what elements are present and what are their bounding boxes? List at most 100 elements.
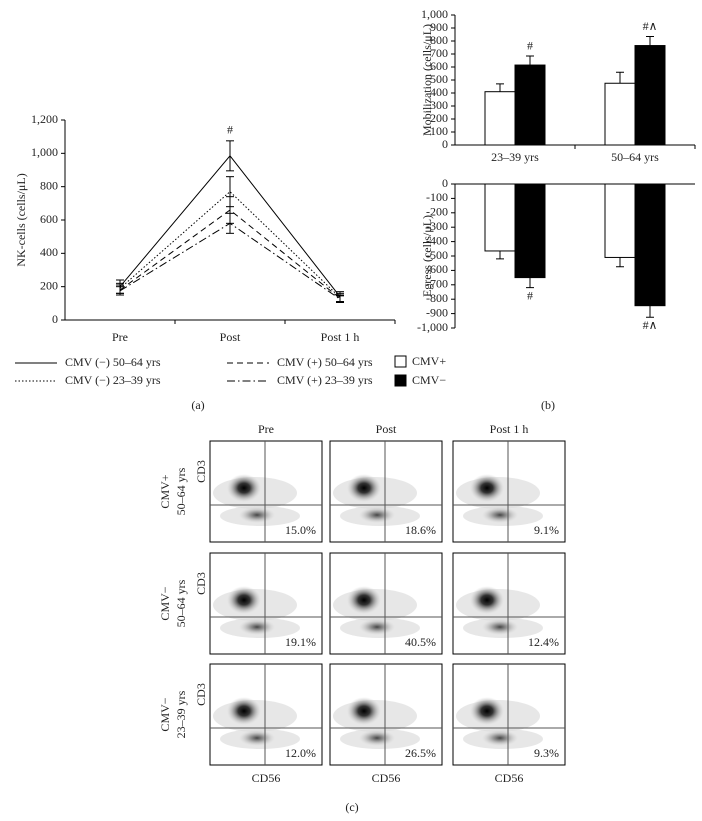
error-bar <box>646 35 654 46</box>
bar <box>484 91 516 146</box>
bar <box>604 183 636 258</box>
y-tick-label: -100 <box>426 190 448 204</box>
legend-label: CMV (−) 23–39 yrs <box>65 373 161 387</box>
column-header: Post <box>376 422 397 436</box>
y-axis-label: Mobilization (cells/μL) <box>420 24 434 136</box>
y-tick-label: 400 <box>430 85 448 99</box>
error-bar <box>496 250 504 260</box>
y-tick-label: 600 <box>40 212 58 226</box>
dense-population <box>482 507 518 523</box>
legend-swatch <box>394 355 407 368</box>
annotation: # <box>227 123 233 137</box>
dense-population <box>359 619 395 635</box>
y-axis-label: CD3 <box>194 572 208 595</box>
legend-swatch <box>394 374 407 387</box>
bar <box>604 82 636 146</box>
annotation: #∧ <box>643 318 658 332</box>
x-tick-label: Post <box>220 330 241 344</box>
bar <box>514 183 546 279</box>
y-tick-label: 500 <box>430 72 448 86</box>
y-tick-label: 1,000 <box>421 7 448 21</box>
x-tick-label: Pre <box>112 330 128 344</box>
y-tick-label: 100 <box>430 124 448 138</box>
y-axis-label: NK-cells (cells/μL) <box>14 173 28 266</box>
dense-population <box>470 474 504 502</box>
x-axis-label: CD56 <box>372 771 401 785</box>
dense-population <box>227 474 261 502</box>
x-axis-label: CD56 <box>495 771 524 785</box>
percentage: 9.3% <box>534 746 559 760</box>
annotation: #∧ <box>643 19 658 33</box>
panel-label: (a) <box>191 398 204 412</box>
error-bar <box>646 305 654 318</box>
y-tick-label: -900 <box>426 305 448 319</box>
error-bar <box>526 277 534 289</box>
annotation: # <box>527 288 533 302</box>
x-tick-label: 23–39 yrs <box>491 150 539 164</box>
legend-label: CMV+ <box>412 354 446 368</box>
dense-population <box>347 697 381 725</box>
y-axis-label: CD3 <box>194 683 208 706</box>
dense-population <box>347 474 381 502</box>
row-group: CMV+ <box>158 474 172 508</box>
x-tick-label: Post 1 h <box>321 330 360 344</box>
legend-label: CMV− <box>412 373 446 387</box>
series-line <box>119 209 341 299</box>
legend-label: CMV (−) 50–64 yrs <box>65 355 161 369</box>
y-tick-label: 600 <box>430 59 448 73</box>
row-age: 23–39 yrs <box>174 690 188 738</box>
row-group: CMV− <box>158 586 172 620</box>
legend-label: CMV (+) 50–64 yrs <box>277 355 373 369</box>
y-tick-label: -500 <box>426 248 448 262</box>
bar <box>484 183 516 252</box>
dense-population <box>470 697 504 725</box>
error-bar <box>616 71 624 84</box>
y-tick-label: 0 <box>52 312 58 326</box>
y-tick-label: -1,000 <box>417 320 448 334</box>
dense-population <box>347 586 381 614</box>
row-group: CMV− <box>158 697 172 731</box>
dense-population <box>359 507 395 523</box>
error-bar <box>526 55 534 66</box>
panel-label: (c) <box>345 800 358 814</box>
dense-population <box>239 730 275 746</box>
dense-population <box>482 730 518 746</box>
error-bar <box>616 257 624 268</box>
column-header: Pre <box>258 422 274 436</box>
dense-population <box>227 586 261 614</box>
dense-population <box>239 619 275 635</box>
x-axis-label: CD56 <box>252 771 281 785</box>
dense-population <box>482 619 518 635</box>
y-tick-label: 300 <box>430 98 448 112</box>
y-tick-label: -600 <box>426 262 448 276</box>
error-bar <box>336 295 344 303</box>
y-tick-label: 0 <box>442 176 448 190</box>
y-tick-label: -300 <box>426 219 448 233</box>
y-tick-label: 400 <box>40 245 58 259</box>
dense-population <box>227 697 261 725</box>
percentage: 9.1% <box>534 523 559 537</box>
y-axis-label: Egress (cells/μL) <box>420 215 434 297</box>
row-age: 50–64 yrs <box>174 579 188 627</box>
y-tick-label: 1,000 <box>31 145 58 159</box>
y-tick-label: -400 <box>426 233 448 247</box>
dense-population <box>359 730 395 746</box>
column-header: Post 1 h <box>490 422 529 436</box>
annotation: # <box>527 39 533 53</box>
y-tick-label: 200 <box>40 278 58 292</box>
x-tick-label: 50–64 yrs <box>611 150 659 164</box>
dense-population <box>239 507 275 523</box>
y-tick-label: 900 <box>430 20 448 34</box>
y-tick-label: 200 <box>430 111 448 125</box>
y-tick-label: 0 <box>442 137 448 151</box>
bar <box>634 45 666 146</box>
y-tick-label: 700 <box>430 46 448 60</box>
row-age: 50–64 yrs <box>174 467 188 515</box>
error-bar <box>226 212 234 234</box>
dense-population <box>470 586 504 614</box>
error-bar <box>116 286 124 296</box>
series-line <box>119 222 341 300</box>
y-tick-label: -800 <box>426 291 448 305</box>
percentage: 15.0% <box>285 523 316 537</box>
